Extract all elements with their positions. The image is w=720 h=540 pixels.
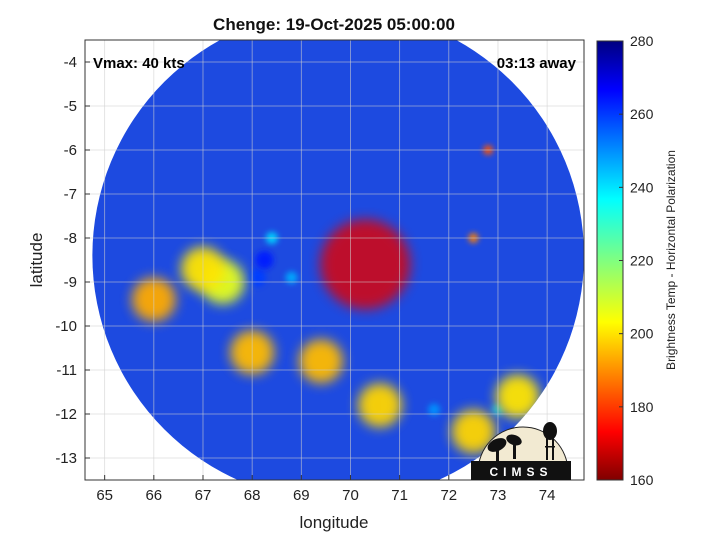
y-tick-label--9: -9 <box>64 274 77 291</box>
y-tick-label--6: -6 <box>64 142 77 159</box>
y-tick-label--7: -7 <box>64 186 77 203</box>
feature-rain-band-10 <box>298 339 343 384</box>
x-axis-label: longitude <box>299 513 368 532</box>
x-tick-label-66: 66 <box>145 487 162 504</box>
x-tick-label-73: 73 <box>490 487 507 504</box>
colorbar-tick-label-220: 220 <box>630 253 654 269</box>
feature-rain-band-13 <box>495 374 540 419</box>
feature-convective-core-1 <box>255 251 274 269</box>
cimss-logo: CIMSS <box>471 422 571 480</box>
y-axis-label: latitude <box>27 233 46 288</box>
y-tick-label--12: -12 <box>55 406 77 423</box>
x-tick-label-69: 69 <box>293 487 310 504</box>
axes-box <box>84 39 585 481</box>
y-tick-label--5: -5 <box>64 98 77 115</box>
x-tick-label-65: 65 <box>96 487 113 504</box>
colorbar-tick-label-280: 280 <box>630 33 654 49</box>
colorbar-tick-label-180: 180 <box>630 399 654 415</box>
y-tick-label--10: -10 <box>55 318 77 335</box>
feature-cold-center-14 <box>320 219 411 310</box>
feature-convective-core-0 <box>248 268 267 287</box>
x-tick-label-70: 70 <box>342 487 359 504</box>
logo-text: CIMSS <box>489 465 552 479</box>
time-away-annotation: 03:13 away <box>497 55 577 72</box>
y-tick-label--8: -8 <box>64 230 77 247</box>
y-tick-label--13: -13 <box>55 450 77 467</box>
x-tick-label-71: 71 <box>391 487 408 504</box>
colorbar-tick-label-260: 260 <box>630 106 654 122</box>
x-tick-label-72: 72 <box>440 487 457 504</box>
colorbar-label: Brightness Temp - Horizontal Polarizatio… <box>664 150 678 370</box>
feature-rain-band-11 <box>357 383 402 428</box>
colorbar-tick-label-200: 200 <box>630 326 654 342</box>
grid <box>85 40 584 480</box>
colorbar-tick-label-160: 160 <box>630 472 654 488</box>
vmax-annotation: Vmax: 40 kts <box>93 55 185 72</box>
water-tower-icon <box>543 422 557 460</box>
y-tick-label--11: -11 <box>56 362 77 379</box>
satellite-dish-icon <box>487 434 522 462</box>
colorbar-ticks: 160 180 200 220 240 260 280 <box>619 33 654 488</box>
colorbar-tick-label-240: 240 <box>630 179 654 195</box>
x-tick-label-74: 74 <box>539 487 556 504</box>
feature-layer <box>131 145 540 454</box>
x-tick-labels: 65 66 67 68 69 70 71 72 73 74 <box>96 487 555 504</box>
feature-convective-cell-4 <box>428 403 441 416</box>
y-tick-labels: -4 -5 -6 -7 -8 -9 -10 -11 -12 -13 <box>55 54 77 467</box>
feature-rain-band-12 <box>451 409 496 454</box>
logo-banner <box>471 461 571 480</box>
swath <box>92 40 584 480</box>
feature-convective-cell-3 <box>285 271 298 284</box>
y-tick-label--4: -4 <box>64 54 77 71</box>
chart-title: Chenge: 19-Oct-2025 05:00:00 <box>213 15 455 34</box>
x-tick-label-67: 67 <box>195 487 212 504</box>
x-tick-label-68: 68 <box>244 487 261 504</box>
